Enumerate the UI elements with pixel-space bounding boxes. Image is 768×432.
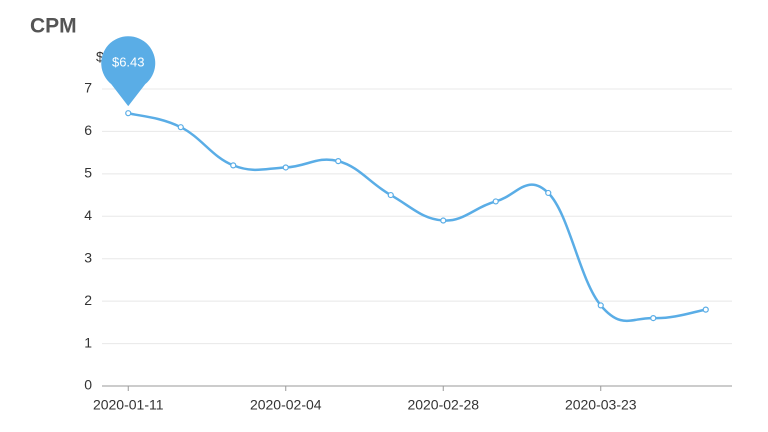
point (440, 217, 447, 224)
y-tick-label: 7 (84, 80, 92, 96)
y-tick-label: 6 (84, 122, 92, 138)
point (282, 164, 289, 171)
y-tick-label: 3 (84, 249, 92, 265)
y-tick-label: 1 (84, 334, 92, 350)
point (650, 315, 657, 322)
y-tick-label: 4 (84, 207, 92, 223)
point (492, 198, 499, 205)
point (125, 110, 132, 117)
y-tick-label: 2 (84, 292, 92, 308)
point (177, 124, 184, 131)
y-tick-label: 0 (84, 377, 92, 393)
x-tick-label: 2020-02-28 (407, 397, 479, 413)
x-tick-label: 2020-01-11 (93, 397, 164, 413)
chart-title: CPM (30, 15, 77, 38)
point (335, 158, 342, 165)
point (230, 162, 237, 169)
x-tick-label: 2020-03-23 (565, 397, 637, 413)
point (387, 191, 394, 199)
point (545, 189, 552, 197)
point (597, 302, 604, 309)
y-tick-label: 5 (84, 165, 92, 181)
x-tick-label: 2020-02-04 (250, 397, 322, 413)
point (702, 306, 709, 313)
pin-shape (101, 36, 156, 107)
line (127, 111, 706, 322)
tooltip-pin: $6.43 (101, 36, 156, 107)
y-axis-label: $ (96, 49, 104, 65)
data-label: $6.43 (112, 55, 145, 70)
